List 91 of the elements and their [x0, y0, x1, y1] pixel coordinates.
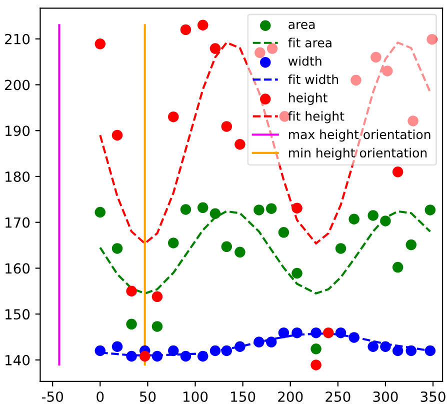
point	[348, 214, 360, 225]
point	[392, 262, 404, 273]
x-tick-label: 250	[326, 391, 350, 402]
point	[152, 291, 163, 302]
x-tick-label: 200	[278, 391, 303, 402]
point	[126, 318, 137, 330]
point	[254, 336, 264, 348]
point	[126, 350, 137, 362]
point	[112, 130, 123, 141]
point	[221, 241, 232, 252]
point	[210, 345, 221, 356]
x-tick-label: 150	[231, 391, 256, 402]
legend-label: height	[289, 92, 328, 105]
point	[310, 344, 322, 354]
legend-label: fit height	[288, 111, 344, 124]
point	[152, 321, 163, 332]
point	[392, 345, 404, 356]
x-tick-label: 100	[184, 391, 208, 402]
point	[197, 20, 208, 31]
point	[310, 327, 322, 338]
y-tick-label: 140	[6, 354, 30, 366]
x-tick-label: 350	[420, 391, 446, 402]
point	[94, 206, 106, 218]
point	[126, 286, 137, 297]
point	[112, 243, 123, 254]
point	[168, 238, 179, 248]
legend-label: fit width	[288, 74, 338, 84]
point	[168, 345, 179, 356]
y-tick-label: 170	[6, 217, 30, 228]
point	[254, 204, 264, 216]
point	[368, 341, 378, 352]
x-tick-label: -50	[42, 391, 64, 402]
point	[94, 345, 106, 356]
point	[426, 34, 438, 45]
point	[335, 327, 346, 338]
legend-label: width	[288, 56, 322, 66]
point	[168, 111, 179, 122]
point	[408, 116, 418, 126]
point	[266, 336, 277, 348]
point	[350, 74, 362, 86]
point	[180, 350, 192, 362]
point	[406, 345, 417, 356]
point	[234, 341, 246, 352]
point	[197, 350, 208, 362]
point	[406, 239, 417, 250]
point	[382, 66, 393, 76]
point	[292, 327, 302, 338]
point	[180, 204, 192, 215]
point	[323, 327, 334, 338]
point	[234, 246, 246, 258]
point	[94, 38, 106, 50]
point	[368, 210, 378, 221]
point	[180, 24, 192, 36]
legend-label: area	[288, 22, 315, 30]
point	[266, 203, 277, 214]
y-tick-label: 150	[6, 309, 30, 320]
legend-label: max height orientation	[289, 129, 430, 142]
point	[254, 47, 266, 58]
point	[234, 138, 246, 150]
point	[380, 341, 391, 352]
point	[380, 216, 391, 226]
point	[335, 243, 346, 254]
point	[310, 360, 322, 370]
point	[292, 268, 302, 279]
point	[197, 202, 208, 214]
legend-label: fit area	[288, 38, 332, 48]
x-tick-label: 0	[96, 391, 104, 402]
point	[139, 350, 150, 362]
x-tick-label: 50	[140, 391, 156, 402]
y-tick-label: 160	[6, 263, 30, 274]
point	[292, 202, 302, 214]
y-tick-label: 210	[5, 34, 30, 44]
point	[348, 332, 360, 343]
point	[266, 43, 278, 54]
point	[210, 208, 221, 220]
point	[278, 227, 290, 238]
point	[221, 121, 232, 132]
legend-label: min height orientation	[289, 148, 427, 160]
y-tick-label: 200	[5, 80, 30, 90]
point	[152, 350, 163, 362]
point	[392, 166, 404, 178]
point	[221, 345, 232, 356]
y-tick-label: 190	[6, 126, 30, 136]
point	[424, 204, 436, 216]
y-tick-label: 180	[6, 171, 30, 182]
x-tick-label: 300	[373, 391, 398, 402]
point	[112, 341, 123, 352]
point	[424, 345, 436, 356]
point	[370, 52, 382, 63]
point	[210, 43, 221, 54]
point	[278, 327, 290, 338]
